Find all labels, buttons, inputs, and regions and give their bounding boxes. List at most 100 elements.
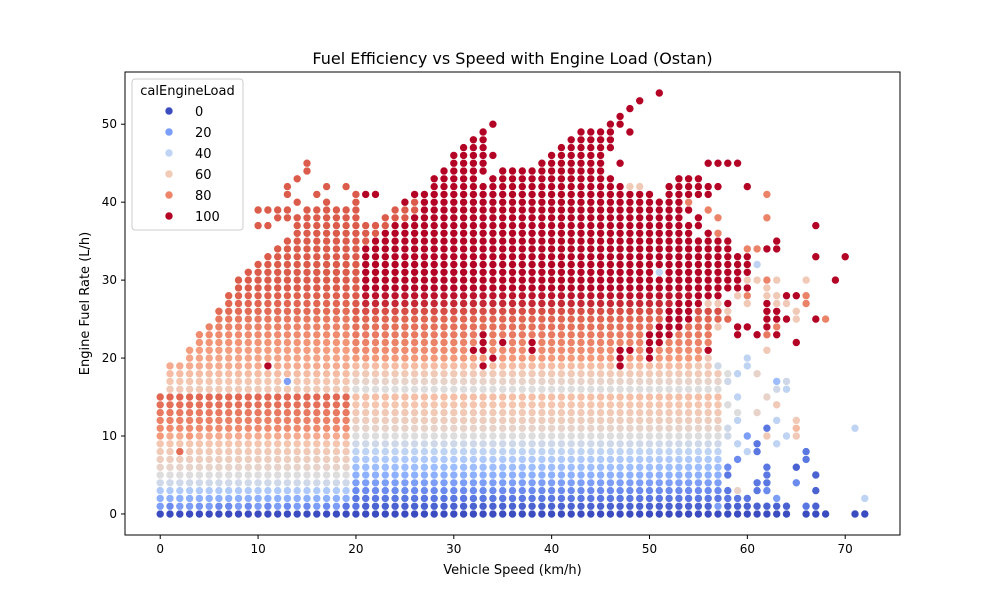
data-point (654, 88, 664, 98)
data-point (273, 501, 283, 511)
data-point (527, 377, 537, 386)
data-point (742, 361, 752, 371)
data-point (361, 447, 371, 456)
data-point (469, 486, 478, 495)
data-point (488, 353, 498, 363)
data-point (292, 213, 302, 223)
data-point (772, 377, 782, 386)
data-point (341, 369, 351, 379)
data-point (214, 408, 224, 417)
data-point (341, 400, 351, 410)
data-point (459, 143, 468, 152)
data-point (234, 486, 243, 495)
data-point (674, 455, 684, 464)
data-point (175, 369, 185, 379)
data-point (547, 229, 556, 238)
x-axis-ticks: 0 10 20 30 40 50 60 70 (156, 535, 853, 556)
data-point (283, 314, 292, 324)
data-point (332, 322, 341, 332)
data-point (684, 244, 693, 254)
data-point (292, 501, 302, 511)
data-point (253, 439, 263, 449)
data-point (537, 338, 547, 347)
data-point (752, 369, 762, 379)
data-point (791, 431, 801, 441)
data-point (498, 486, 508, 495)
data-point (155, 462, 165, 472)
data-point (400, 252, 410, 262)
data-point (469, 478, 478, 488)
data-point (664, 384, 674, 394)
data-point (185, 392, 194, 402)
data-point (351, 509, 361, 519)
data-point (654, 275, 664, 285)
data-point (380, 400, 390, 410)
data-point (234, 416, 243, 425)
data-point (165, 384, 175, 394)
data-point (645, 213, 654, 223)
data-point (635, 509, 645, 519)
data-point (429, 197, 439, 207)
data-point (204, 447, 214, 456)
data-point (449, 236, 459, 246)
data-point (341, 338, 351, 347)
data-point (557, 221, 566, 230)
data-point (224, 384, 233, 394)
data-point (527, 338, 537, 347)
data-point (478, 369, 488, 379)
data-point (429, 299, 439, 308)
data-point (400, 439, 410, 449)
data-point (371, 470, 380, 480)
data-point (733, 501, 742, 511)
data-point (664, 470, 674, 480)
data-point (674, 221, 684, 230)
data-point (694, 345, 703, 355)
data-point (615, 369, 625, 379)
data-point (244, 369, 253, 379)
data-point (527, 306, 537, 316)
data-point (429, 190, 439, 199)
data-point (527, 345, 537, 355)
data-point (332, 213, 341, 223)
data-point (469, 423, 478, 433)
data-point (772, 384, 782, 394)
data-point (429, 174, 439, 184)
data-point (527, 166, 537, 176)
data-point (283, 236, 292, 246)
data-point (596, 221, 605, 230)
data-point (645, 314, 654, 324)
data-point (224, 416, 233, 425)
data-point (527, 408, 537, 417)
data-point (615, 267, 625, 277)
data-point (224, 314, 233, 324)
data-point (654, 392, 664, 402)
data-point (615, 494, 625, 503)
data-point (195, 361, 204, 371)
data-point (478, 291, 488, 301)
data-point (664, 509, 674, 519)
data-point (772, 400, 782, 410)
data-point (400, 306, 410, 316)
data-point (703, 494, 713, 503)
data-point (498, 408, 508, 417)
data-point (478, 416, 488, 425)
data-point (694, 447, 703, 456)
data-point (674, 392, 684, 402)
data-point (273, 392, 283, 402)
data-point (508, 283, 517, 293)
data-point (263, 221, 273, 230)
data-point (517, 330, 527, 340)
data-point (351, 236, 361, 246)
data-point (566, 384, 576, 394)
data-point (429, 205, 439, 215)
data-point (224, 470, 233, 480)
data-point (733, 267, 742, 277)
data-point (469, 392, 478, 402)
data-point (586, 221, 596, 230)
data-point (508, 322, 517, 332)
data-point (478, 377, 488, 386)
data-point (478, 244, 488, 254)
data-point (576, 299, 586, 308)
data-point (557, 306, 566, 316)
data-point (204, 501, 214, 511)
